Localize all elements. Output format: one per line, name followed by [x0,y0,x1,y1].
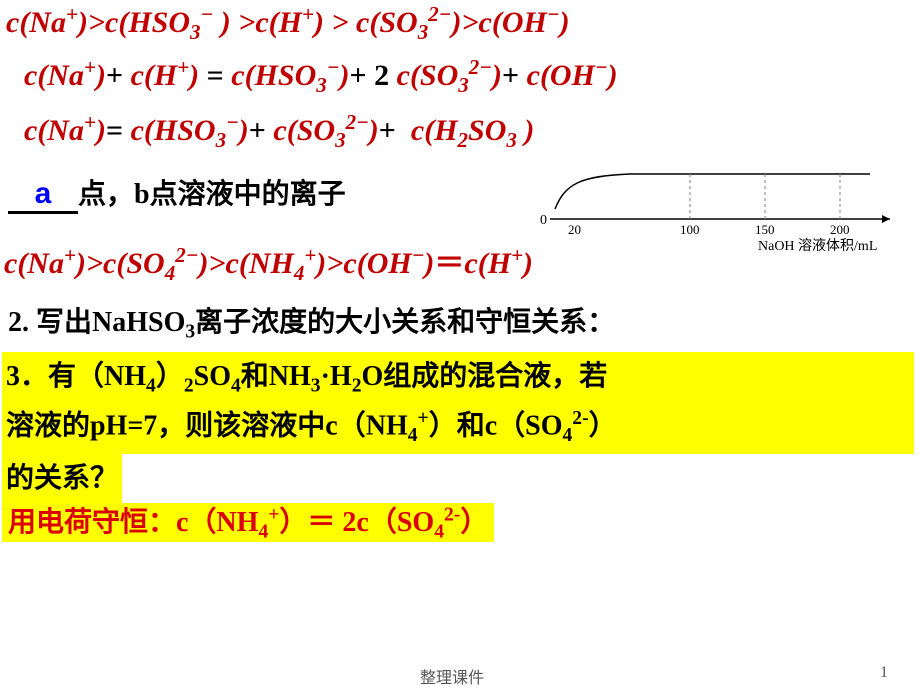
equation-4: c(Na+)>c(SO42−)>c(NH4+)>c(OH−)＝c(H+) [4,238,533,286]
svg-text:100: 100 [680,222,700,237]
answer-line: 用电荷守恒：c（NH4+）＝ 2c（SO42-） [2,500,494,548]
footer-label: 整理课件 [420,664,484,688]
equation-1: c(Na+)>c(HSO3− ) >c(H+) > c(SO32−)>c(OH−… [6,2,570,45]
blank-underline: a [8,177,78,214]
fill-blank-line: a 点，b点溶液中的离子 [8,172,346,214]
svg-text:0: 0 [540,213,547,228]
titration-chart: 0 20 100 150 200 NaOH 溶液体积/mL [520,164,900,254]
chart-xlabel: NaOH 溶液体积/mL [758,238,877,254]
question-3-line1: 3．有（NH4）2SO4和NH3·H2O组成的混合液，若 溶液的pH=7，则该溶… [2,352,914,454]
equation-3: c(Na+)= c(HSO3−)+ c(SO32−)+ c(H2SO3 ) [24,110,534,153]
question-3-block: 3．有（NH4）2SO4和NH3·H2O组成的混合液，若 溶液的pH=7，则该溶… [2,352,914,504]
question-2: 2. 写出NaHSO3离子浓度的大小关系和守恒关系： [8,300,615,344]
svg-text:20: 20 [568,222,581,237]
svg-text:150: 150 [755,222,775,237]
equation-2: c(Na+)+ c(H+) = c(HSO3−)+ 2 c(SO32−)+ c(… [24,55,618,98]
fill-rest: 点，b点溶液中的离子 [78,179,346,210]
footer-page: 1 [880,664,888,682]
question-3-line3: 的关系？ [2,454,122,504]
fill-answer: a [35,177,52,210]
svg-text:200: 200 [830,222,850,237]
